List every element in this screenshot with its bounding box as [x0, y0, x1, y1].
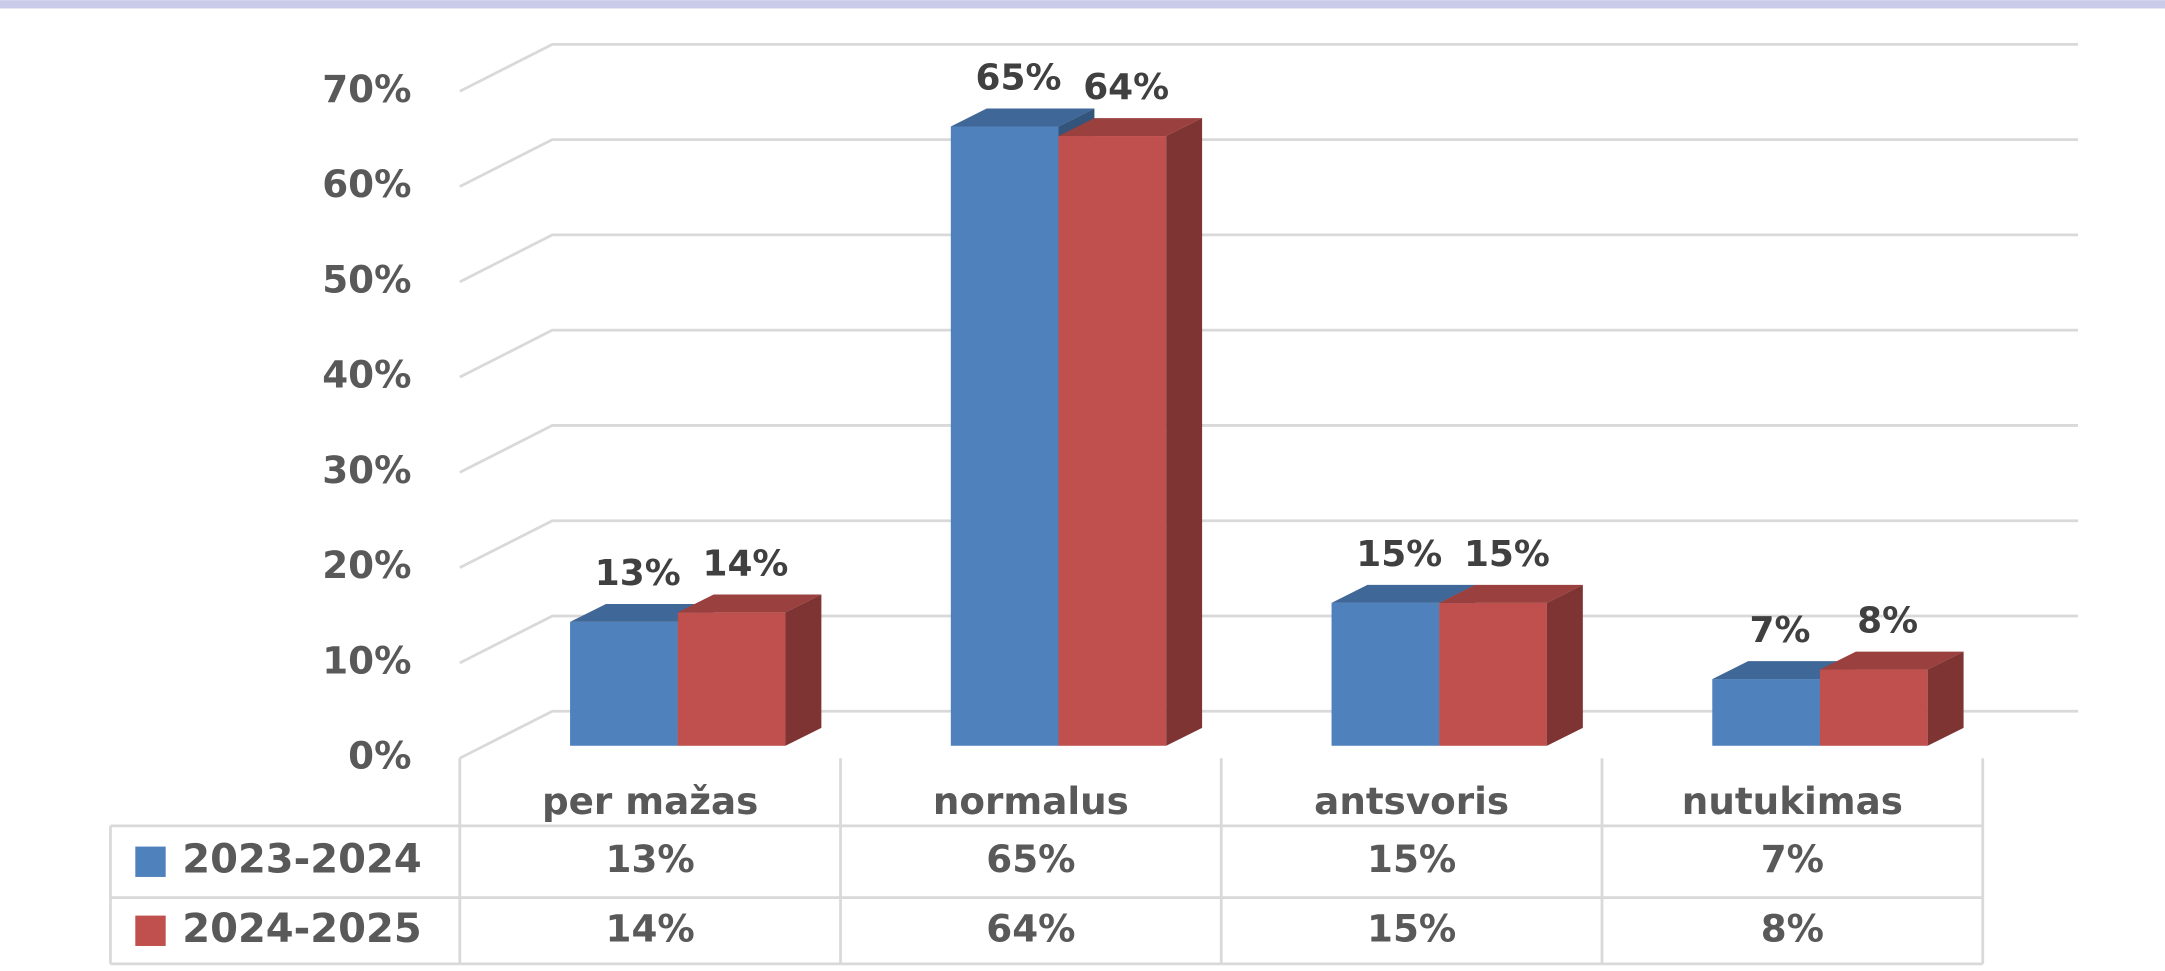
data-label: 64%: [1083, 67, 1169, 108]
data-label: 65%: [976, 58, 1062, 99]
legend-swatch: [135, 915, 166, 946]
bar: [677, 594, 822, 746]
bar-front: [570, 621, 678, 746]
data-label: 14%: [702, 543, 788, 584]
y-tick-label: 70%: [322, 67, 411, 111]
category-label: normalus: [933, 779, 1129, 823]
bar-top: [950, 108, 1095, 127]
legend-label: 2023-2024: [182, 837, 421, 883]
y-tick-label: 60%: [322, 162, 411, 206]
data-label: 15%: [1464, 534, 1550, 575]
table-cell: 64%: [986, 906, 1075, 950]
bar-top: [1058, 118, 1203, 137]
bar-front: [1439, 602, 1547, 746]
data-label: 13%: [595, 553, 681, 594]
table-cell: 65%: [986, 837, 1075, 881]
y-tick-label: 30%: [322, 448, 411, 492]
y-tick-label: 20%: [322, 543, 411, 587]
bar-front: [1331, 602, 1440, 746]
table-cell: 15%: [1367, 837, 1456, 881]
grid-line: [459, 328, 2079, 379]
bar-side: [1166, 118, 1203, 746]
table-cell: 15%: [1367, 906, 1456, 950]
grid-line: [459, 138, 2079, 188]
bar-front: [1819, 669, 1928, 746]
table-cell: 14%: [606, 906, 695, 950]
bar-side: [785, 594, 822, 746]
grid-line: [459, 519, 2079, 569]
grid-line: [459, 424, 2079, 474]
bar-side: [1927, 651, 1964, 746]
bar-top: [1439, 584, 1583, 603]
table-cell: 7%: [1761, 837, 1824, 881]
bar-front: [950, 126, 1059, 746]
bar-front: [1058, 136, 1167, 746]
category-label: per mažas: [542, 779, 758, 823]
table-cell: 13%: [606, 837, 695, 881]
bar-side: [1546, 584, 1583, 746]
bar: [1058, 118, 1203, 746]
category-label: antsvoris: [1314, 779, 1509, 823]
top-strip: [0, 0, 2165, 9]
data-label: 7%: [1749, 610, 1810, 651]
bar-front: [1712, 679, 1820, 746]
grid-line: [459, 42, 2079, 93]
data-label: 15%: [1356, 534, 1442, 575]
bar-top: [1712, 661, 1856, 680]
bar: [1819, 651, 1964, 746]
legend-swatch: [135, 846, 166, 877]
grid-line: [459, 233, 2079, 284]
y-tick-label: 40%: [322, 353, 411, 397]
table-cell: 8%: [1761, 906, 1824, 950]
y-tick-label: 10%: [322, 638, 411, 682]
bar-top: [677, 594, 822, 613]
y-tick-label: 50%: [322, 257, 411, 301]
bar-top: [1331, 584, 1476, 603]
bar: [1439, 584, 1583, 746]
data-label: 8%: [1857, 601, 1918, 642]
bar-top: [1819, 651, 1964, 670]
legend-label: 2024-2025: [182, 906, 421, 952]
y-tick-label: 0%: [348, 734, 411, 778]
bar-front: [677, 612, 786, 746]
category-label: nutukimas: [1682, 779, 1903, 823]
